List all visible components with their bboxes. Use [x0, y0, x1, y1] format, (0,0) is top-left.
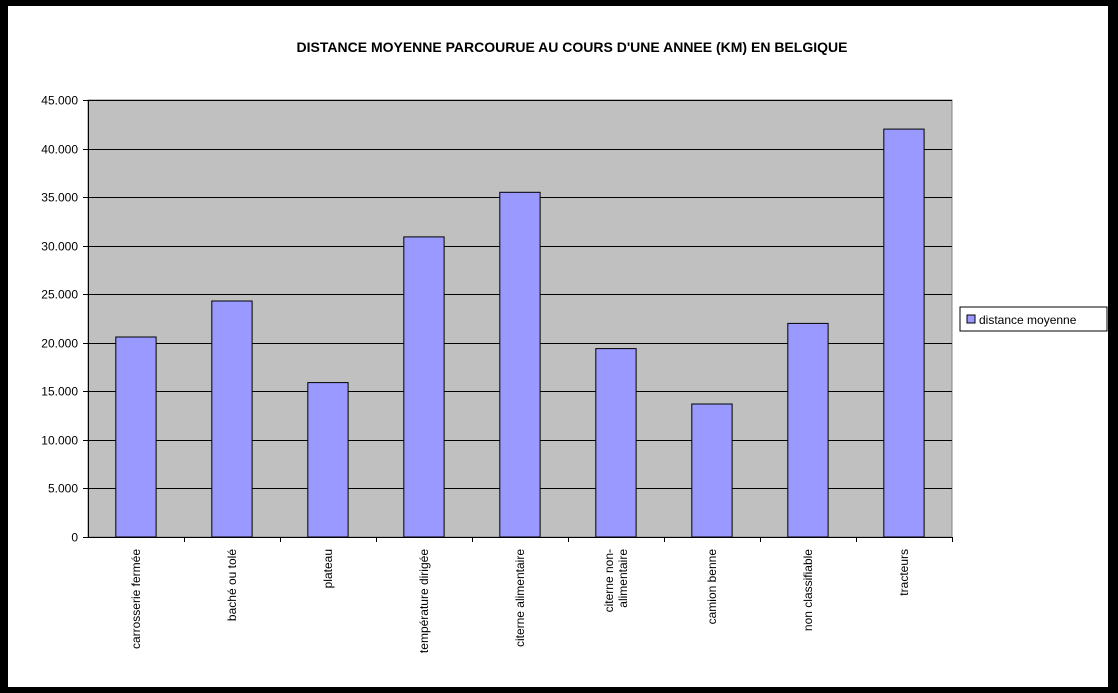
x-tick-label-group: camion benne — [705, 549, 719, 625]
bar — [883, 128, 925, 538]
y-tick-label: 15.000 — [41, 385, 78, 399]
x-tick-label-group: tracteurs — [897, 549, 911, 596]
x-tick-label: citerne non- — [602, 549, 616, 612]
y-tick-label: 30.000 — [41, 240, 78, 254]
x-tick-labels: carrosserie fermée baché ou tolé plateau te… — [129, 549, 911, 653]
x-tick-label-group: carrosserie fermée — [129, 549, 143, 649]
legend-swatch — [966, 314, 976, 324]
axes — [83, 100, 953, 542]
y-tick-label: 5.000 — [48, 482, 78, 496]
bar — [115, 336, 157, 538]
legend: distance moyenne — [959, 306, 1108, 332]
x-tick-label: plateau — [321, 549, 335, 588]
y-tick-label: 35.000 — [41, 191, 78, 205]
y-tick-label: 20.000 — [41, 337, 78, 351]
bar — [211, 300, 253, 538]
x-tick-label-group: non classifiable — [801, 549, 815, 631]
x-tick-label: camion benne — [705, 549, 719, 625]
bar — [403, 236, 445, 538]
x-tick-label-group: citerne alimentaire — [513, 549, 527, 647]
bar — [595, 348, 637, 538]
y-tick-label: 45.000 — [41, 94, 78, 108]
bar — [307, 382, 349, 538]
x-tick-label: alimentaire — [616, 549, 630, 608]
x-tick-label: baché ou tolé — [225, 549, 239, 621]
y-tick-label: 40.000 — [41, 143, 78, 157]
x-tick-label: tracteurs — [897, 549, 911, 596]
x-tick-label: température dirigée — [417, 549, 431, 653]
x-tick-label-group: température dirigée — [417, 549, 431, 653]
legend-box — [959, 306, 1108, 332]
bar — [691, 403, 733, 538]
x-tick-label-group: citerne non-alimentaire — [602, 549, 630, 613]
y-tick-labels: 0 5.000 10.000 15.000 20.000 25.000 30.000 35.0… — [41, 94, 78, 545]
chart-title: DISTANCE MOYENNE PARCOURUE AU COURS D'UN… — [297, 39, 848, 55]
x-tick-label: carrosserie fermée — [129, 549, 143, 649]
y-tick-label: 10.000 — [41, 434, 78, 448]
legend-label: distance moyenne — [979, 313, 1077, 327]
x-tick-label: citerne alimentaire — [513, 549, 527, 647]
x-tick-label: non classifiable — [801, 549, 815, 631]
bar — [787, 322, 829, 538]
x-tick-label-group: baché ou tolé — [225, 549, 239, 621]
x-tick-label-group: plateau — [321, 549, 335, 588]
bars — [115, 128, 925, 538]
y-tick-label: 25.000 — [41, 288, 78, 302]
y-tick-label: 0 — [71, 531, 78, 545]
bar — [499, 191, 541, 538]
